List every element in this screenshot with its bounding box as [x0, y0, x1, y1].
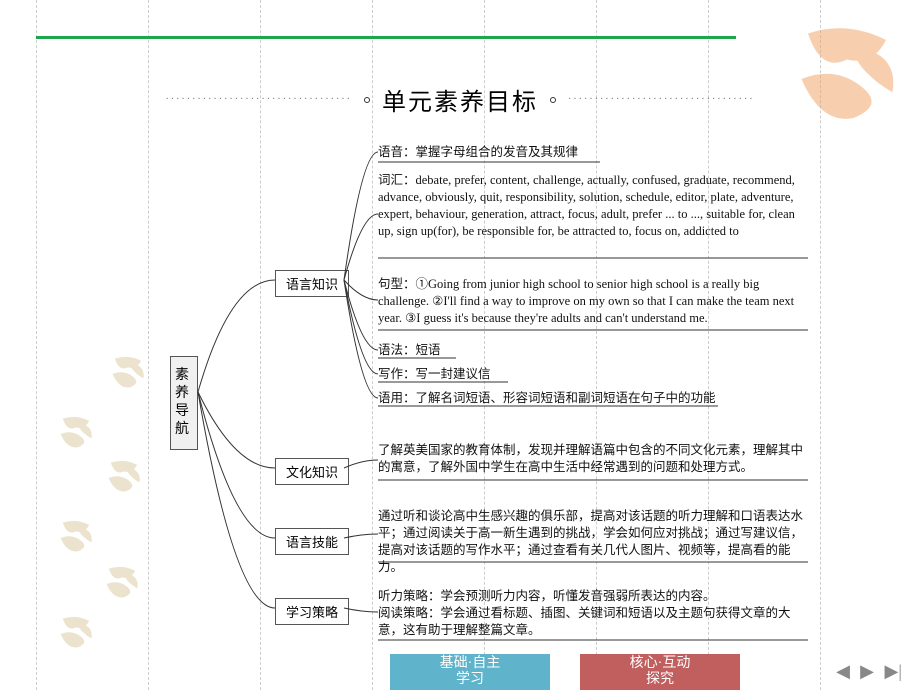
bottom-tab-core[interactable]: 核心·互动 探究	[580, 654, 740, 690]
side-seal-icon	[106, 352, 150, 396]
side-seal-icon	[54, 412, 98, 456]
nav-next-icon[interactable]: ▶	[860, 661, 874, 682]
tab-label-line2: 学习	[390, 672, 550, 688]
side-seal-icon	[102, 456, 146, 500]
branch-b3: 语言技能	[275, 528, 349, 555]
leaf-text: 写作：写一封建议信	[378, 366, 798, 383]
side-seal-icon	[54, 612, 98, 656]
top-accent-bar	[36, 36, 736, 39]
side-seal-icon	[54, 516, 98, 560]
title-dots-right: ···································	[568, 94, 755, 105]
nav-prev-icon[interactable]: ◀	[836, 661, 850, 682]
tab-label-line2: 探究	[580, 672, 740, 688]
leaf-text: 词汇：debate, prefer, content, challenge, a…	[378, 172, 808, 240]
page-title-row: ··································· 单元素养…	[0, 82, 920, 117]
tab-label-line1: 基础·自主	[390, 656, 550, 672]
leaf-text: 语用：了解名词短语、形容词短语和副词短语在句子中的功能	[378, 390, 798, 407]
nav-skip-icon[interactable]: ▶|	[885, 661, 902, 682]
bottom-tab-basics[interactable]: 基础·自主 学习	[390, 654, 550, 690]
branch-b2: 文化知识	[275, 458, 349, 485]
mindmap-root: 素养导航	[170, 356, 198, 450]
leaf-text: 句型：①Going from junior high school to sen…	[378, 276, 808, 327]
title-circle-icon	[550, 97, 556, 103]
leaf-text: 通过听和谈论高中生感兴趣的俱乐部，提高对该话题的听力理解和口语表达水平；通过阅读…	[378, 508, 808, 576]
corner-seal-icon	[782, 14, 912, 144]
leaf-text: 听力策略：学会预测听力内容，听懂发音强弱所表达的内容。 阅读策略：学会通过看标题…	[378, 588, 808, 639]
branch-b1: 语言知识	[275, 270, 349, 297]
leaf-text: 语音：掌握字母组合的发音及其规律	[378, 144, 798, 161]
title-dots-left: ···································	[165, 94, 352, 105]
title-circle-icon	[364, 97, 370, 103]
leaf-text: 了解英美国家的教育体制，发现并理解语篇中包含的不同文化元素，理解其中的寓意，了解…	[378, 442, 808, 476]
tab-label-line1: 核心·互动	[580, 656, 740, 672]
root-label: 素养导航	[175, 367, 193, 439]
leaf-text: 语法：短语	[378, 342, 798, 359]
branch-b4: 学习策略	[275, 598, 349, 625]
page-title: 单元素养目标	[382, 82, 538, 117]
side-seal-icon	[100, 562, 144, 606]
